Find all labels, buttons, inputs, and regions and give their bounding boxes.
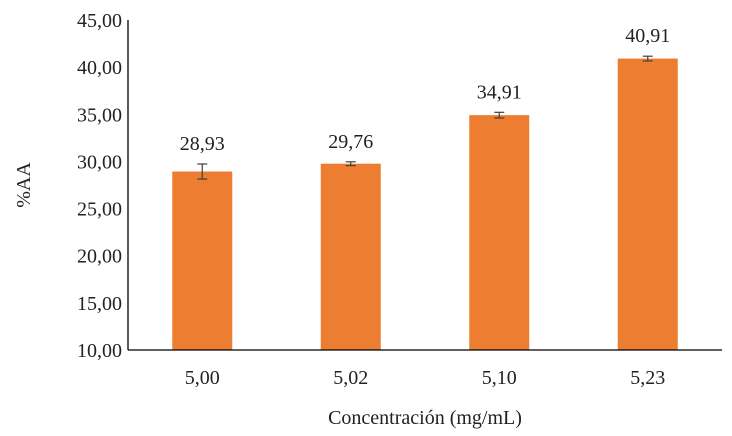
data-label: 29,76	[328, 131, 373, 153]
data-label: 34,91	[477, 81, 522, 103]
bar	[172, 171, 233, 350]
y-tick-label: 35,00	[77, 104, 122, 126]
x-axis-title: Concentración (mg/mL)	[328, 407, 522, 429]
bars	[172, 58, 678, 351]
bar	[469, 115, 530, 351]
error-bar	[197, 163, 208, 180]
y-axis-ticks: 10,00 15,00 20,00 25,00 30,00 35,00 40,00 45,00	[77, 10, 122, 362]
x-tick-label: 5,10	[482, 367, 517, 389]
x-axis-ticks: 5,00 5,02 5,10 5,23	[185, 367, 666, 389]
x-tick-label: 5,02	[333, 367, 368, 389]
x-tick-label: 5,00	[185, 367, 220, 389]
y-tick-label: 30,00	[77, 151, 122, 173]
y-tick-label: 10,00	[77, 340, 122, 362]
y-tick-label: 20,00	[77, 246, 122, 268]
data-label: 40,91	[625, 25, 670, 47]
y-tick-label: 40,00	[77, 57, 122, 79]
data-labels: 28,93 29,76 34,91 40,91	[180, 25, 671, 155]
error-bars	[197, 55, 653, 180]
x-tick-label: 5,23	[630, 367, 665, 389]
bar	[320, 163, 381, 350]
error-bar	[345, 161, 356, 167]
bar	[617, 58, 678, 350]
y-tick-label: 45,00	[77, 10, 122, 32]
y-tick-label: 15,00	[77, 293, 122, 315]
error-bar	[494, 111, 505, 119]
y-axis-title: %AA	[13, 162, 35, 208]
error-bar	[642, 55, 653, 62]
data-label: 28,93	[180, 133, 225, 155]
y-tick-label: 25,00	[77, 199, 122, 221]
